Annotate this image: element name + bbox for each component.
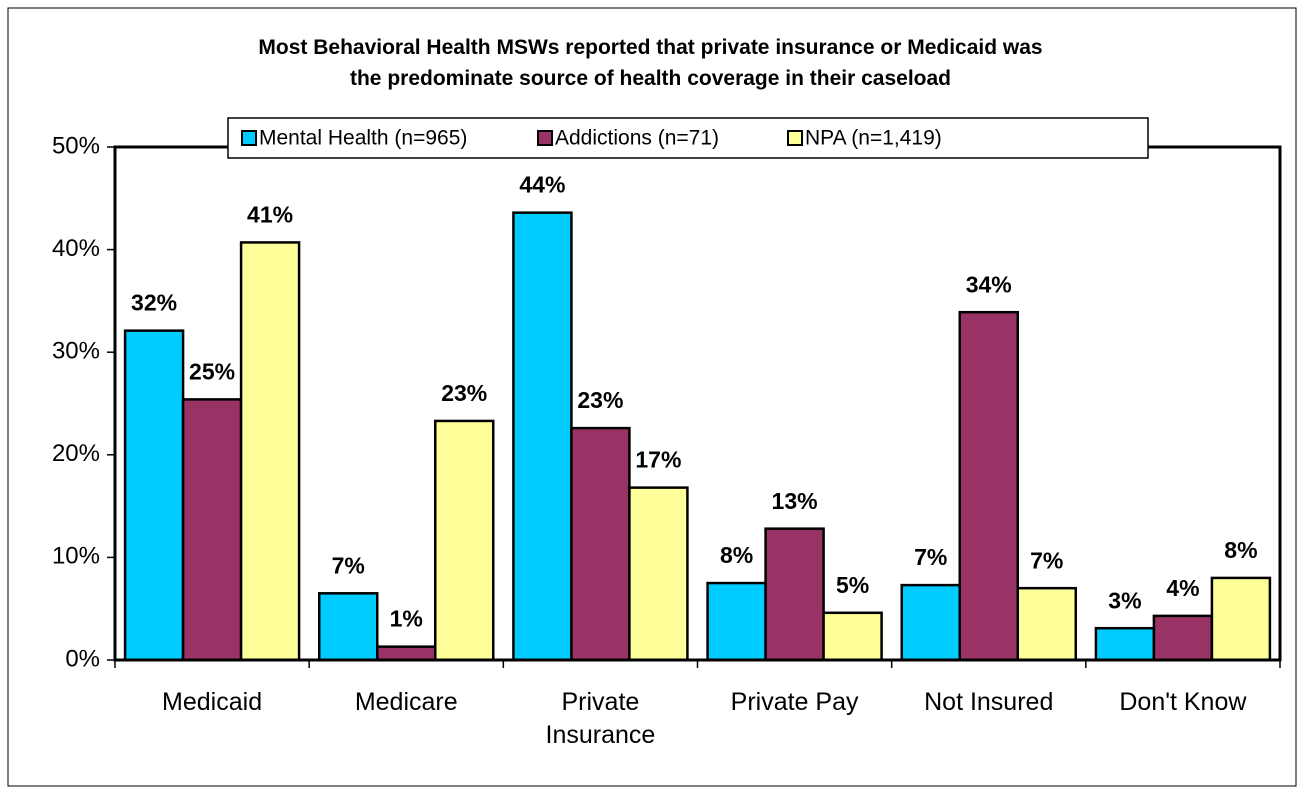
data-label: 8% [720,542,753,568]
data-label: 41% [247,201,293,227]
data-label: 7% [332,552,365,578]
y-tick-label: 20% [52,440,100,467]
bar [181,398,243,662]
bar [512,211,573,662]
legend-label: Mental Health (n=965) [259,127,467,150]
data-label: 5% [836,572,869,598]
chart-title: Most Behavioral Health MSWs reported tha… [258,36,1043,90]
legend-swatch [787,130,803,146]
data-label: 25% [189,358,235,384]
y-tick-label: 10% [52,543,100,570]
bar [1094,626,1156,662]
data-label: 4% [1166,575,1199,601]
data-label: 1% [390,606,423,632]
data-label: 32% [131,290,177,316]
bar [570,426,631,662]
x-tick-label: Not Insured [924,688,1054,716]
bar [764,527,825,662]
bar [958,310,1019,662]
data-label: 8% [1224,537,1257,563]
y-tick-label: 30% [52,338,100,365]
bar [628,486,689,662]
bar [706,581,767,662]
y-tick-label: 40% [52,235,100,262]
bar [434,419,495,662]
data-label: 7% [1030,547,1063,573]
data-label: 13% [772,488,818,514]
data-label: 44% [519,172,565,198]
data-label: 23% [441,380,487,406]
legend-box [227,117,1149,159]
legend-swatch [241,130,257,146]
bar [822,611,883,662]
bar [900,583,961,662]
y-tick-label: 0% [65,645,100,672]
bar [1152,614,1214,662]
data-label: 23% [577,387,623,413]
x-tick-label: Private Insurance [545,688,656,749]
data-label: 17% [635,447,681,473]
x-tick-label: Private Pay [730,688,859,716]
data-label: 3% [1108,587,1141,613]
bar [376,645,437,662]
legend-label: NPA (n=1,419) [805,127,942,150]
bar [123,329,185,662]
x-tick-label: Don't Know [1119,688,1247,716]
data-label: 34% [966,271,1012,297]
legend-label: Addictions (n=71) [555,127,719,150]
bar [1016,586,1077,662]
legend-swatch [537,130,553,146]
x-tick-label: Medicare [354,688,458,716]
y-tick-label: 50% [52,132,100,159]
bar [239,241,301,662]
bar [318,592,379,662]
bar [1210,576,1272,662]
data-label: 7% [914,544,947,570]
x-tick-label: Medicaid [162,688,263,716]
